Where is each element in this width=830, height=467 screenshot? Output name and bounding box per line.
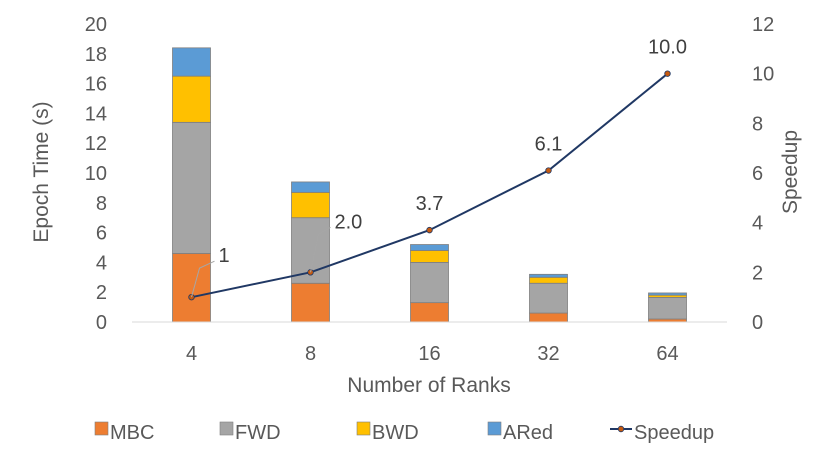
y-tick-label: 2: [96, 282, 107, 304]
bar-ared-16: [410, 244, 449, 251]
bar-ared-4: [172, 47, 211, 77]
legend-label-ared: ARed: [503, 422, 553, 444]
legend-label-fwd: FWD: [235, 422, 281, 444]
legend-swatch-ared: [487, 421, 502, 436]
bar-mbc-8: [291, 282, 330, 323]
y2-axis-title: Speedup: [779, 130, 802, 214]
bar-bwd-4: [172, 75, 211, 123]
bar-bwd-8: [291, 191, 330, 219]
x-axis-title: Number of Ranks: [347, 374, 510, 397]
speedup-line-group: 1 2.0 3.7 6.1 10.0: [188, 37, 687, 301]
bars: [172, 47, 687, 323]
legend-marker-speedup: [617, 425, 625, 433]
bar-bwd-16: [410, 250, 449, 263]
y-tick-label: 6: [96, 223, 107, 245]
speedup-marker: [426, 226, 433, 234]
y-tick-label: 0: [96, 312, 107, 334]
y2-tick-label: 6: [752, 163, 763, 185]
y2-tick-label: 8: [752, 113, 763, 135]
x-tick-label: 32: [537, 343, 559, 365]
x-tick-label: 4: [186, 343, 197, 365]
y-tick-label: 8: [96, 193, 107, 215]
x-tick-label: 16: [418, 343, 440, 365]
y-tick-label: 18: [85, 44, 107, 66]
speedup-data-label: 3.7: [416, 193, 444, 215]
y-tick-label: 10: [85, 163, 107, 185]
bar-ared-32: [529, 273, 568, 278]
y2-tick-label: 12: [752, 14, 774, 36]
y2-tick-label: 10: [752, 64, 774, 86]
y2-axis-ticks: 0 2 4 6 8 10 12: [752, 14, 774, 334]
y-tick-label: 16: [85, 74, 107, 96]
y-axis-title: Epoch Time (s): [30, 101, 53, 242]
legend-label-bwd: BWD: [372, 422, 419, 444]
y-axis-ticks: 0 2 4 6 8 10 12 14 16 18 20: [85, 14, 107, 334]
x-tick-label: 64: [656, 343, 678, 365]
y2-tick-label: 4: [752, 213, 763, 235]
bar-fwd-32: [529, 282, 568, 314]
y2-tick-label: 0: [752, 312, 763, 334]
bar-mbc-16: [410, 302, 449, 323]
speedup-data-label: 1: [219, 245, 230, 267]
bar-fwd-16: [410, 261, 449, 304]
legend-swatch-mbc: [94, 421, 109, 436]
bar-fwd-4: [172, 121, 211, 254]
speedup-marker: [188, 293, 195, 301]
speedup-leader-line: [310, 226, 331, 273]
bar-mbc-32: [529, 312, 568, 323]
y2-tick-label: 2: [752, 262, 763, 284]
bar-ared-8: [291, 181, 330, 193]
y-tick-label: 4: [96, 252, 107, 274]
speedup-data-label: 6.1: [535, 134, 563, 156]
bar-bwd-32: [529, 276, 568, 284]
speedup-marker: [664, 70, 671, 77]
bar-ared-64: [648, 292, 687, 296]
x-axis-ticks: 4 8 16 32 64: [186, 343, 679, 365]
x-tick-label: 8: [305, 343, 316, 365]
speedup-data-label: 2.0: [335, 211, 363, 233]
legend: MBC FWD BWD ARed Speedup: [94, 421, 714, 444]
bar-mbc-4: [172, 253, 211, 323]
bar-fwd-64: [648, 297, 687, 320]
legend-label-mbc: MBC: [110, 422, 154, 444]
legend-swatch-fwd: [219, 421, 234, 436]
y-tick-label: 12: [85, 133, 107, 155]
legend-swatch-bwd: [356, 421, 371, 436]
legend-label-speedup: Speedup: [634, 422, 714, 444]
speedup-leader-line: [191, 260, 215, 298]
y-tick-label: 14: [85, 103, 107, 125]
speedup-data-label: 10.0: [648, 37, 687, 59]
y-tick-label: 20: [85, 14, 107, 36]
speedup-marker: [545, 167, 552, 174]
